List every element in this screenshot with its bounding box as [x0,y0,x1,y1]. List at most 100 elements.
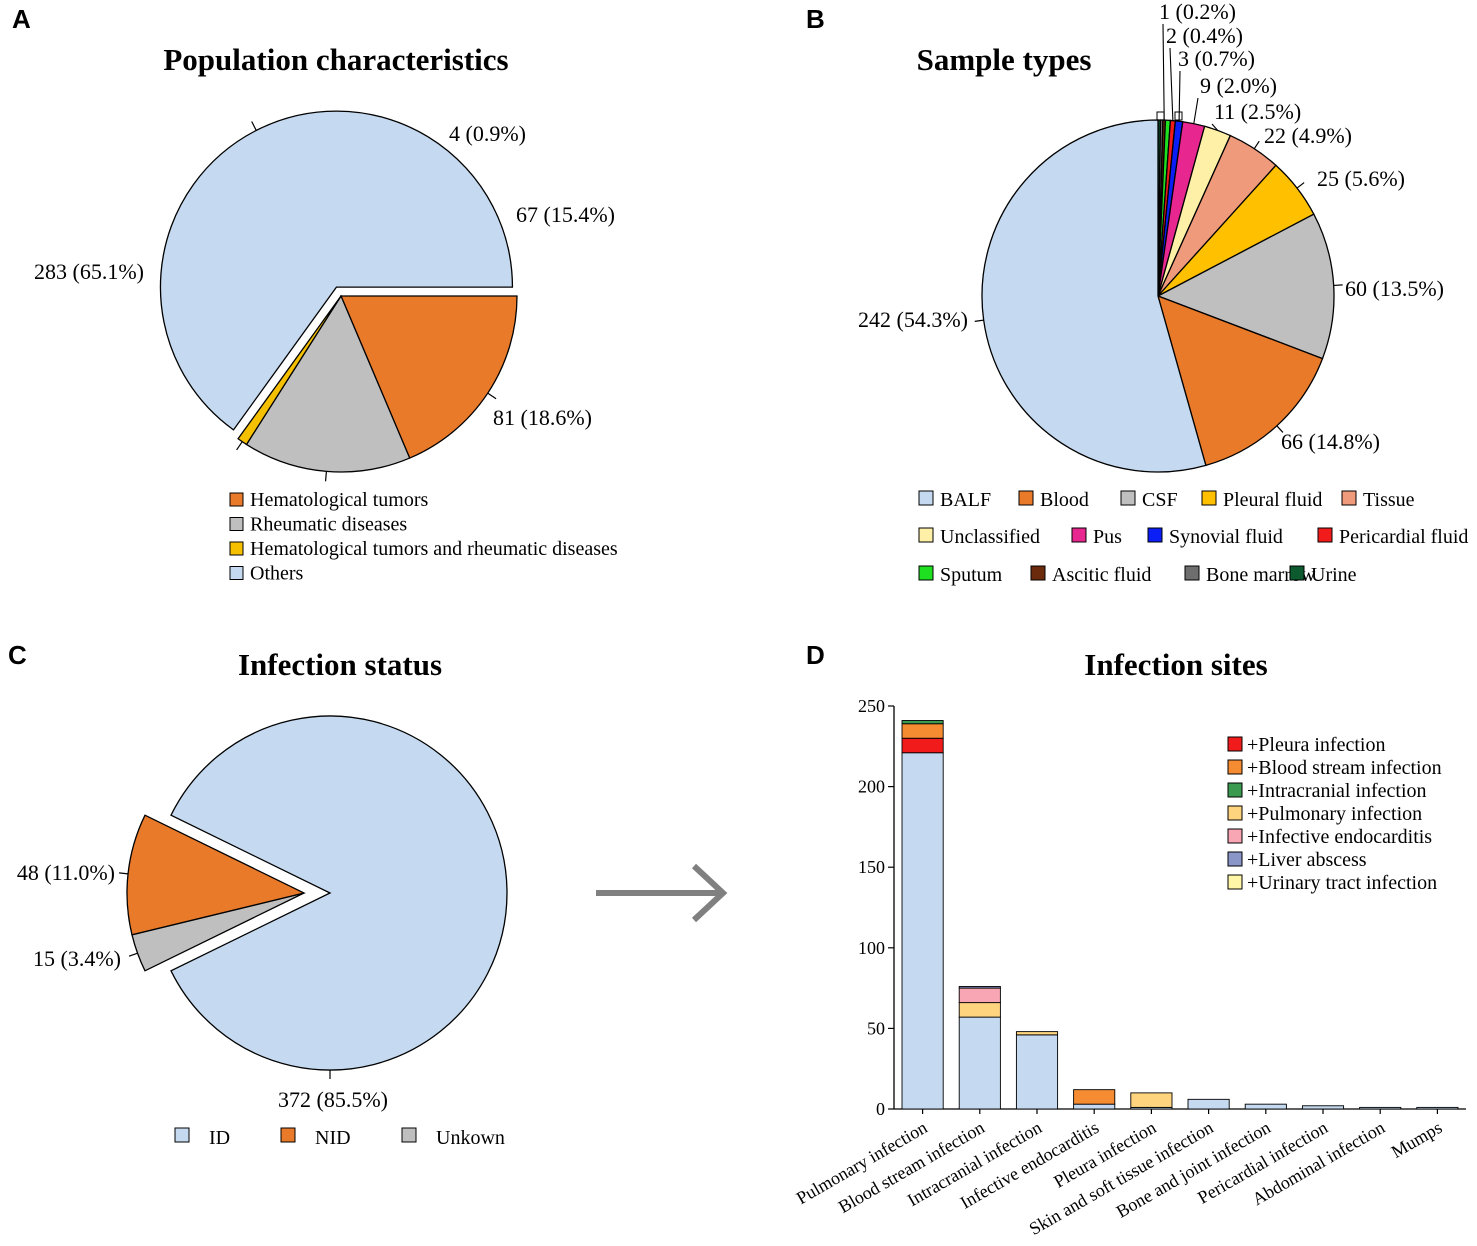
legend-label-tissue: Tissue [1363,489,1415,511]
slice-label-pus: 9 (2.0%) [1200,73,1277,98]
legend-swatch-hematological-tumors [229,492,244,507]
legend-swatch-pericardial-fluid [1317,527,1333,543]
slice-label-nid: 48 (11.0%) [17,860,115,885]
slice-label-unclassified: 11 (2.5%) [1214,99,1301,124]
chart-title-sample-types: Sample types [917,42,1092,77]
legend-swatch-csf [1120,490,1136,506]
legend-label-pus: Pus [1093,526,1122,548]
legend-swatch-blood [1018,490,1034,506]
slice-balf [981,119,1207,473]
bar-mumps-alone [1416,1106,1459,1110]
legend-label-liver-abscess: +Liver abscess [1247,849,1367,871]
y-tick-label-150: 150 [858,857,885,877]
legend-swatch-others [229,566,244,580]
bar-pulmonary-infection-alone [901,752,944,1110]
legend-label-rheumatic-diseases: Rheumatic diseases [250,514,407,536]
bar-infective-endocarditis-blood-stream-infection [1073,1089,1116,1105]
bar-blood-stream-infection-infective-endocarditis [958,987,1001,1004]
legend-label-id: ID [209,1127,230,1149]
chart-title-population: Population characteristics [163,42,508,77]
leader-line-csf [1333,284,1343,287]
slice-rheumatic-diseases [245,294,411,473]
legend-label-blood: Blood [1040,489,1089,511]
legend-label-balf: BALF [940,489,991,511]
bar-pulmonary-infection-pleura-infection [901,737,944,754]
legend-swatch-unkown [401,1127,417,1143]
slice-label-balf: 242 (54.3%) [858,307,968,332]
legend-swatch-nid [280,1127,296,1143]
slice-label-hematological-tumors-and-rheumatic-diseases: 4 (0.9%) [449,121,526,146]
bar-pulmonary-infection-blood-stream-infection [901,723,944,739]
leader-line-tissue [1253,140,1260,150]
bar-pulmonary-infection-intracranial-infection [901,720,944,725]
panel-label-c: C [8,640,27,670]
bar-pleura-infection-pulmonary-infection [1130,1092,1173,1108]
slice-label-others: 283 (65.1%) [34,259,144,284]
leader-line-pleural-fluid [1296,182,1305,189]
bar-infective-endocarditis-alone [1073,1103,1116,1110]
legend-label-hematological-tumors-and-rheumatic-diseases: Hematological tumors and rheumatic disea… [250,538,618,560]
leader-line-unclassified [1211,123,1219,131]
small-slices-callout-box-2 [1174,111,1183,121]
slice-label-csf: 60 (13.5%) [1345,276,1444,301]
legend-swatch-balf [918,490,934,506]
slice-csf [1156,213,1335,360]
y-tick-label-250: 250 [858,696,885,716]
bar-bone-and-joint-infection-alone [1244,1103,1287,1110]
legend-swatch-pleura-infection [1227,736,1243,752]
x-tick-label-mumps: Mumps [1388,1117,1446,1162]
leader-line-unkown [128,952,138,957]
slice-label-pericardial-fluid: 2 (0.4%) [1166,23,1243,48]
leader-line-hematological-tumors-and-rheumatic-diseases [236,441,243,451]
legend-swatch-synovial-fluid [1147,527,1163,543]
legend-swatch-blood-stream-infection [1227,759,1243,775]
leader-line-pericardial-fluid [1169,47,1174,121]
legend-label-pulmonary-infection: +Pulmonary infection [1247,803,1422,825]
small-slices-callout-box-1 [1156,111,1165,121]
slice-label-hematological-tumors: 81 (18.6%) [493,405,592,430]
bar-skin-and-soft-tissue-infection-alone [1187,1098,1230,1110]
leader-line-ascitic-fluid [1162,23,1165,121]
bar-pericardial-infection-alone [1301,1105,1345,1110]
legend-swatch-hematological-tumors-and-rheumatic-diseases [229,541,244,556]
legend-label-infective-endocarditis: +Infective endocarditis [1247,826,1432,848]
panel-label-d: D [806,640,825,670]
legend-swatch-tissue [1341,490,1357,506]
slice-label-blood: 66 (14.8%) [1281,429,1380,454]
legend-label-others: Others [250,563,304,585]
legend-label-intracranial-infection: +Intracranial infection [1247,780,1427,802]
legend-label-unclassified: Unclassified [940,526,1040,548]
leader-line-synovial-fluid [1178,70,1181,122]
legend-label-csf: CSF [1142,489,1178,511]
legend-swatch-infective-endocarditis [1227,828,1243,844]
legend-swatch-pulmonary-infection [1227,805,1243,821]
legend-label-nid: NID [315,1127,351,1149]
bar-intracranial-infection-alone [1015,1034,1059,1110]
legend-label-blood-stream-infection: +Blood stream infection [1247,757,1442,779]
y-tick-label-200: 200 [858,777,885,797]
slice-label-ascitic-fluid: 1 (0.2%) [1159,0,1236,24]
leader-line-rheumatic-diseases [324,471,327,482]
leader-line-pus [1193,97,1199,124]
legend-swatch-rheumatic-diseases [229,517,244,531]
slice-label-pleural-fluid: 25 (5.6%) [1317,166,1405,191]
bar-blood-stream-infection-pulmonary-infection [958,1002,1001,1018]
legend-swatch-intracranial-infection [1227,782,1243,798]
leader-line-balf [974,319,984,322]
legend-label-urinary-tract-infection: +Urinary tract infection [1247,872,1437,894]
panel-label-b: B [806,4,825,34]
leader-line-others [251,121,257,131]
bar-blood-stream-infection-alone [958,1016,1001,1110]
legend-swatch-ascitic-fluid [1030,565,1046,581]
legend-swatch-unclassified [918,527,934,543]
slice-label-unkown: 15 (3.4%) [33,946,121,971]
y-tick-label-100: 100 [858,938,885,958]
leader-line-hematological-tumors [487,392,497,400]
arrow-head [691,863,728,923]
chart-title-infection-status: Infection status [238,647,442,682]
slice-blood [1157,294,1324,467]
bar-abdominal-infection-alone [1359,1106,1402,1110]
slice-hematological-tumors-and-rheumatic-diseases [237,295,342,446]
bar-blood-stream-infection-liver-abscess [958,986,1001,989]
